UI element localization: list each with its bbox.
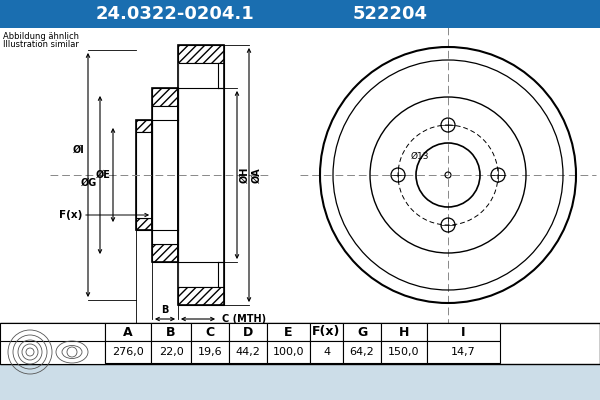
Bar	[310, 323, 343, 341]
Bar	[105, 323, 151, 341]
Bar	[178, 45, 224, 305]
Text: ØG: ØG	[81, 178, 97, 188]
Text: ØI: ØI	[73, 145, 85, 155]
Bar	[152, 88, 178, 262]
Text: I: I	[461, 326, 466, 338]
Text: 19,6: 19,6	[197, 347, 223, 357]
Bar	[267, 323, 310, 341]
Text: G: G	[357, 326, 367, 338]
Bar	[0, 323, 600, 364]
Text: H: H	[399, 326, 409, 338]
Text: D: D	[153, 332, 161, 342]
Bar	[152, 88, 178, 106]
Bar	[427, 341, 500, 363]
Text: ØE: ØE	[96, 170, 111, 180]
Text: D: D	[243, 326, 253, 338]
Text: 276,0: 276,0	[112, 347, 144, 357]
Bar	[310, 341, 343, 363]
Bar	[136, 218, 152, 230]
Text: C (MTH): C (MTH)	[222, 314, 266, 324]
Bar	[191, 341, 229, 363]
Bar	[136, 132, 152, 218]
Text: Ø13: Ø13	[410, 152, 429, 161]
Text: 4: 4	[323, 347, 330, 357]
Bar	[178, 287, 224, 305]
Bar	[0, 323, 105, 364]
Text: F(x): F(x)	[59, 210, 82, 220]
Bar	[136, 120, 152, 132]
Bar	[0, 28, 600, 323]
Bar	[427, 323, 500, 341]
Bar	[267, 341, 310, 363]
Text: Abbildung ähnlich: Abbildung ähnlich	[3, 32, 79, 41]
Bar	[191, 323, 229, 341]
Text: 24.0322-0204.1: 24.0322-0204.1	[95, 5, 254, 23]
Text: 522204: 522204	[353, 5, 427, 23]
Text: 100,0: 100,0	[273, 347, 304, 357]
Bar	[229, 341, 267, 363]
Text: ØA: ØA	[252, 167, 262, 183]
Text: 22,0: 22,0	[158, 347, 184, 357]
Bar	[381, 323, 427, 341]
Bar	[151, 323, 191, 341]
Bar	[105, 341, 151, 363]
Bar	[152, 106, 178, 244]
Text: C: C	[205, 326, 215, 338]
Text: 14,7: 14,7	[451, 347, 476, 357]
Bar	[152, 244, 178, 262]
Bar	[343, 323, 381, 341]
Text: B: B	[166, 326, 176, 338]
Text: 150,0: 150,0	[388, 347, 420, 357]
Text: 64,2: 64,2	[350, 347, 374, 357]
Text: A: A	[123, 326, 133, 338]
Bar	[151, 341, 191, 363]
Text: 44,2: 44,2	[236, 347, 260, 357]
Bar	[381, 341, 427, 363]
Text: ØH: ØH	[240, 167, 250, 183]
Bar	[229, 323, 267, 341]
Bar	[343, 341, 381, 363]
Bar	[0, 0, 600, 28]
Text: B: B	[161, 305, 169, 315]
Bar	[178, 63, 224, 287]
Bar	[136, 120, 152, 230]
Bar	[178, 45, 224, 63]
Text: Illustration similar: Illustration similar	[3, 40, 79, 49]
Text: F(x): F(x)	[313, 326, 341, 338]
Bar	[0, 323, 600, 365]
Text: E: E	[284, 326, 293, 338]
